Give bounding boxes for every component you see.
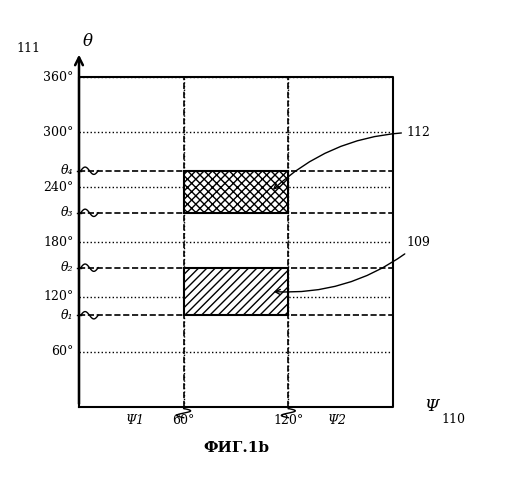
Text: ФИГ.1b: ФИГ.1b (203, 442, 269, 456)
Text: Ψ2: Ψ2 (328, 414, 347, 427)
Text: 360°: 360° (44, 71, 74, 84)
Text: 60°: 60° (172, 414, 195, 427)
Text: Ψ1: Ψ1 (125, 414, 144, 427)
Text: 240°: 240° (44, 180, 74, 194)
Text: θ₃: θ₃ (61, 206, 74, 220)
Text: 300°: 300° (44, 126, 74, 139)
Text: 111: 111 (16, 42, 41, 54)
Text: Ψ: Ψ (424, 398, 439, 415)
Text: 110: 110 (442, 413, 466, 426)
Bar (184, 170, 288, 213)
Text: 120°: 120° (273, 414, 303, 427)
Text: θ₂: θ₂ (61, 261, 74, 274)
Text: 60°: 60° (51, 346, 74, 358)
Text: θ: θ (83, 33, 93, 50)
Text: 112: 112 (274, 126, 431, 189)
Text: 180°: 180° (44, 236, 74, 248)
Text: θ₁: θ₁ (61, 308, 74, 322)
Bar (184, 268, 288, 315)
Text: 120°: 120° (44, 290, 74, 304)
Text: 109: 109 (275, 236, 431, 294)
Text: θ₄: θ₄ (61, 164, 74, 177)
